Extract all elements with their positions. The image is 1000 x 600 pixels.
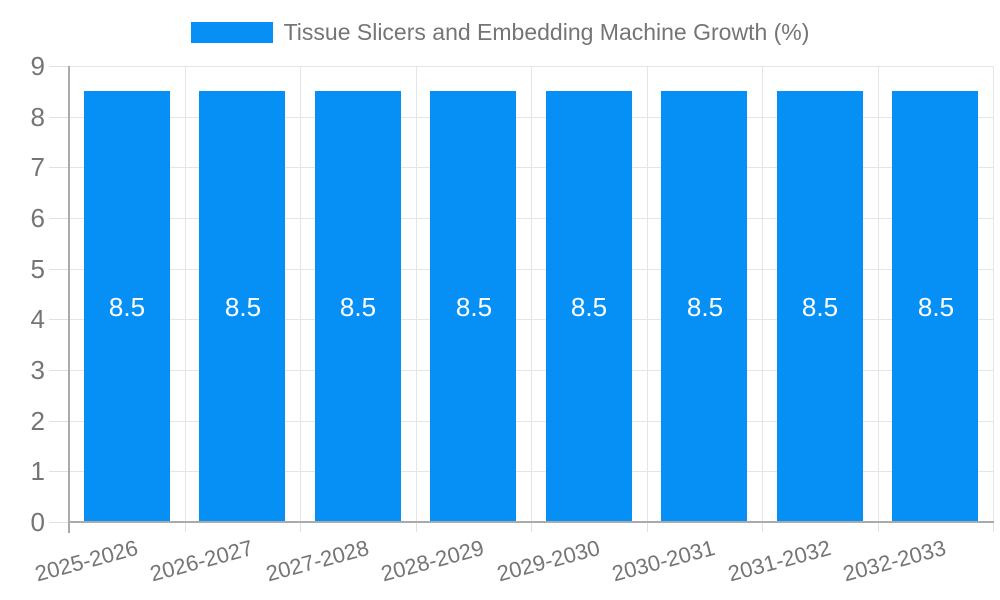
bar <box>546 91 632 521</box>
legend-item[interactable]: Tissue Slicers and Embedding Machine Gro… <box>0 10 1000 55</box>
gridline-v <box>185 66 186 522</box>
y-tick-label: 1 <box>30 456 45 486</box>
gridline-v <box>416 66 417 522</box>
y-tick-mark <box>49 167 69 168</box>
bar-value-label: 8.5 <box>801 292 839 322</box>
chart-title: Tissue Slicers and Embedding Machine Gro… <box>283 19 810 45</box>
y-tick-mark <box>49 66 69 67</box>
x-tick-mark <box>993 522 994 532</box>
y-tick-label: 4 <box>30 304 45 334</box>
y-tick-label: 0 <box>30 507 45 537</box>
bar <box>430 91 516 521</box>
y-tick-label: 5 <box>30 254 45 284</box>
gridline-v <box>878 66 879 522</box>
y-tick-mark <box>49 117 69 118</box>
x-tick-mark <box>300 522 301 532</box>
x-tick-mark <box>185 522 186 532</box>
y-tick-mark <box>49 218 69 219</box>
bar-value-label: 8.5 <box>224 292 262 322</box>
x-tick-mark <box>531 522 532 532</box>
gridline-v <box>993 66 994 522</box>
bar <box>661 91 747 521</box>
bar <box>199 91 285 521</box>
y-tick-label: 7 <box>30 152 45 182</box>
x-axis-line <box>68 521 994 523</box>
y-tick-mark <box>49 319 69 320</box>
y-tick-label: 3 <box>30 355 45 385</box>
bar-value-label: 8.5 <box>108 292 146 322</box>
bar-value-label: 8.5 <box>570 292 608 322</box>
y-tick-mark <box>49 421 69 422</box>
y-tick-mark <box>49 370 69 371</box>
bar <box>84 91 170 521</box>
y-axis-line <box>68 66 70 533</box>
gridline-v <box>531 66 532 522</box>
y-tick-mark <box>49 269 69 270</box>
x-tick-mark <box>762 522 763 532</box>
gridline-v <box>762 66 763 522</box>
bar-value-label: 8.5 <box>686 292 724 322</box>
y-tick-mark <box>49 471 69 472</box>
y-tick-mark <box>49 522 69 523</box>
y-tick-label: 9 <box>30 51 45 81</box>
y-tick-label: 8 <box>30 102 45 132</box>
y-tick-label: 6 <box>30 203 45 233</box>
bar-value-label: 8.5 <box>455 292 493 322</box>
gridline-v <box>300 66 301 522</box>
bar <box>892 91 978 521</box>
gridline-v <box>647 66 648 522</box>
bar-value-label: 8.5 <box>339 292 377 322</box>
bar <box>777 91 863 521</box>
x-tick-mark <box>647 522 648 532</box>
legend-swatch <box>190 22 273 43</box>
y-tick-label: 2 <box>30 406 45 436</box>
x-tick-mark <box>416 522 417 532</box>
x-tick-mark <box>878 522 879 532</box>
bar <box>315 91 401 521</box>
bar-value-label: 8.5 <box>917 292 955 322</box>
